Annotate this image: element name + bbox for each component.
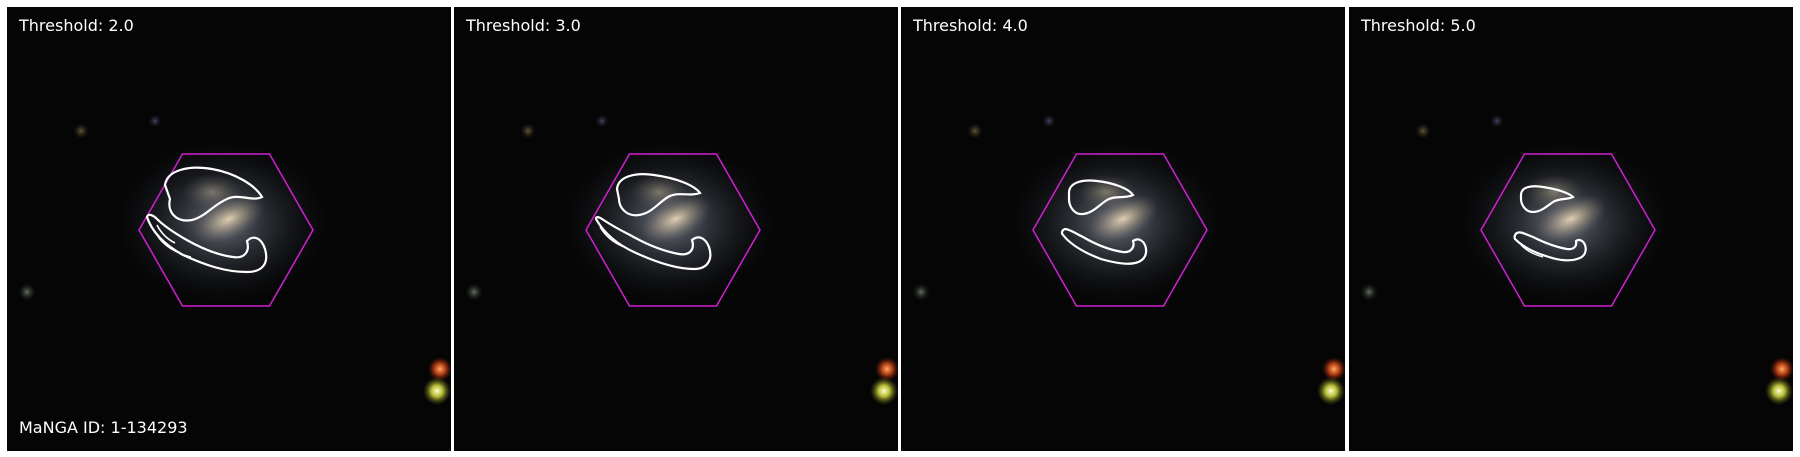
image-panel-threshold-4: Threshold: 4.0 — [901, 7, 1345, 451]
image-panel-threshold-3: Threshold: 3.0 — [454, 7, 898, 451]
contour-fragment — [156, 234, 192, 258]
foreground-star-red — [1322, 357, 1345, 381]
galaxy-id-label: MaNGA ID: 1-134293 — [19, 418, 188, 437]
galaxy-image — [901, 7, 1345, 451]
background-source — [18, 283, 36, 301]
background-source — [595, 114, 609, 128]
image-panel-threshold-5: Threshold: 5.0 — [1349, 7, 1793, 451]
foreground-star-red — [428, 357, 451, 381]
ifu-hexagon — [1032, 153, 1208, 307]
ifu-hexagon — [138, 153, 314, 307]
foreground-star-yellow — [1765, 377, 1793, 405]
background-source — [1415, 123, 1431, 139]
contour-fragment — [599, 226, 625, 248]
contour-fragment — [156, 224, 176, 244]
galaxy-arm-glow — [1076, 174, 1136, 210]
background-source — [465, 283, 483, 301]
galaxy-image — [1349, 7, 1793, 451]
galaxy-arm-glow — [1524, 174, 1584, 210]
galaxy-arm-glow — [182, 174, 242, 210]
contour-lower-arm — [1060, 227, 1148, 265]
background-source — [73, 123, 89, 139]
background-source — [520, 123, 536, 139]
foreground-star-yellow — [870, 377, 898, 405]
foreground-star-yellow — [423, 377, 451, 405]
background-source — [967, 123, 983, 139]
galaxy-image — [7, 7, 451, 451]
threshold-label: Threshold: 5.0 — [1361, 16, 1476, 35]
threshold-label: Threshold: 3.0 — [466, 16, 581, 35]
foreground-star-yellow — [1317, 377, 1345, 405]
foreground-star-red — [1770, 357, 1793, 381]
background-source — [1490, 114, 1504, 128]
ifu-hexagon — [1480, 153, 1656, 307]
background-source — [1042, 114, 1056, 128]
galaxy-arm-glow — [629, 174, 689, 210]
contour-fragment — [1520, 244, 1544, 258]
contour-upper-arm — [615, 173, 702, 217]
contour-lower-arm — [145, 213, 268, 274]
galaxy-image — [454, 7, 898, 451]
threshold-label: Threshold: 2.0 — [19, 16, 134, 35]
image-panel-threshold-2: Threshold: 2.0 MaNGA ID: 1-134293 — [7, 7, 451, 451]
background-source — [148, 114, 162, 128]
foreground-star-red — [875, 357, 898, 381]
contour-lower-arm — [594, 216, 712, 271]
contour-lower-arm — [1513, 231, 1587, 262]
background-source — [912, 283, 930, 301]
background-source — [1360, 283, 1378, 301]
ifu-hexagon — [585, 153, 761, 307]
contour-upper-arm — [1067, 179, 1135, 216]
contour-upper-arm — [163, 166, 264, 222]
threshold-label: Threshold: 4.0 — [913, 16, 1028, 35]
contour-upper-arm — [1519, 185, 1575, 214]
